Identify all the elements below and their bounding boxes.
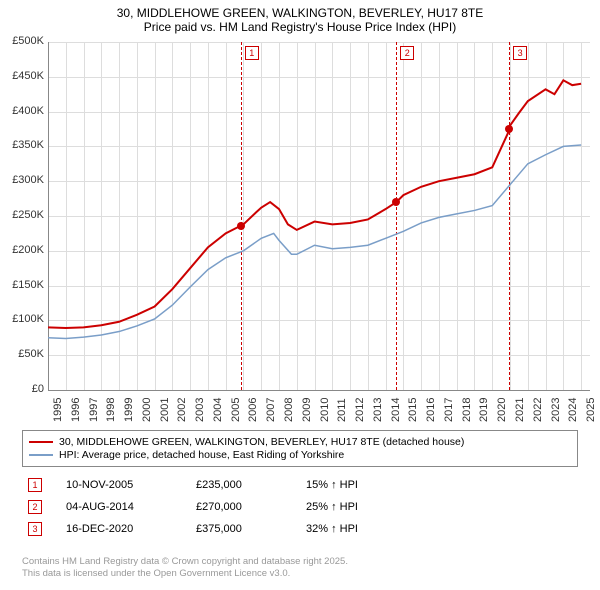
legend: 30, MIDDLEHOWE GREEN, WALKINGTON, BEVERL…: [22, 430, 578, 467]
legend-label: 30, MIDDLEHOWE GREEN, WALKINGTON, BEVERL…: [59, 436, 464, 448]
title-line-2: Price paid vs. HM Land Registry's House …: [0, 20, 600, 34]
x-tick-label: 2001: [159, 398, 171, 422]
sales-hpi: 15% ↑ HPI: [306, 479, 406, 491]
x-tick-label: 2007: [265, 398, 277, 422]
title-block: 30, MIDDLEHOWE GREEN, WALKINGTON, BEVERL…: [0, 0, 600, 36]
sales-table: 1 10-NOV-2005£235,00015% ↑ HPI 2 04-AUG-201…: [28, 474, 406, 540]
x-tick-label: 1995: [52, 398, 64, 422]
title-line-1: 30, MIDDLEHOWE GREEN, WALKINGTON, BEVERL…: [0, 6, 600, 20]
plot-area: £0£50K£100K£150K£200K£250K£300K£350K£400…: [48, 42, 590, 390]
x-tick-label: 2019: [478, 398, 490, 422]
x-tick-label: 2024: [567, 398, 579, 422]
x-tick-label: 1996: [70, 398, 82, 422]
sales-price: £235,000: [196, 479, 306, 491]
x-tick-label: 2010: [319, 398, 331, 422]
sales-price: £375,000: [196, 523, 306, 535]
sales-price: £270,000: [196, 501, 306, 513]
x-tick-label: 2008: [283, 398, 295, 422]
x-tick-label: 2021: [514, 398, 526, 422]
y-tick-label: £100K: [2, 313, 44, 325]
legend-row: 30, MIDDLEHOWE GREEN, WALKINGTON, BEVERL…: [29, 436, 571, 448]
x-tick-label: 2016: [425, 398, 437, 422]
y-tick-label: £400K: [2, 105, 44, 117]
footer-line-1: Contains HM Land Registry data © Crown c…: [22, 556, 348, 568]
series-hpi: [48, 145, 581, 338]
legend-swatch: [29, 441, 53, 443]
y-tick-label: £500K: [2, 35, 44, 47]
line-series-svg: [48, 42, 590, 390]
x-tick-label: 1999: [123, 398, 135, 422]
x-tick-label: 2014: [390, 398, 402, 422]
y-tick-label: £50K: [2, 348, 44, 360]
sales-date: 04-AUG-2014: [66, 501, 196, 513]
legend-label: HPI: Average price, detached house, East…: [59, 449, 344, 461]
x-tick-label: 2013: [372, 398, 384, 422]
y-tick-label: £250K: [2, 209, 44, 221]
y-tick-label: £150K: [2, 279, 44, 291]
x-tick-label: 2003: [194, 398, 206, 422]
legend-swatch: [29, 454, 53, 456]
x-tick-label: 2006: [247, 398, 259, 422]
x-tick-label: 2022: [532, 398, 544, 422]
x-tick-label: 2009: [301, 398, 313, 422]
axis-line: [48, 390, 590, 391]
x-tick-label: 2017: [443, 398, 455, 422]
x-tick-label: 2002: [176, 398, 188, 422]
legend-row: HPI: Average price, detached house, East…: [29, 449, 571, 461]
x-tick-label: 2000: [141, 398, 153, 422]
x-tick-label: 2005: [230, 398, 242, 422]
x-tick-label: 2004: [212, 398, 224, 422]
series-property: [48, 80, 581, 328]
x-tick-label: 2012: [354, 398, 366, 422]
sales-date: 16-DEC-2020: [66, 523, 196, 535]
x-tick-label: 2011: [336, 398, 348, 422]
sales-hpi: 32% ↑ HPI: [306, 523, 406, 535]
attribution-footer: Contains HM Land Registry data © Crown c…: [22, 556, 348, 581]
y-tick-label: £450K: [2, 70, 44, 82]
x-tick-label: 1997: [88, 398, 100, 422]
sales-hpi: 25% ↑ HPI: [306, 501, 406, 513]
y-tick-label: £350K: [2, 139, 44, 151]
y-tick-label: £300K: [2, 174, 44, 186]
x-tick-label: 2020: [496, 398, 508, 422]
x-tick-label: 1998: [105, 398, 117, 422]
sales-row: 2 04-AUG-2014£270,00025% ↑ HPI: [28, 496, 406, 518]
y-tick-label: £0: [2, 383, 44, 395]
y-tick-label: £200K: [2, 244, 44, 256]
sales-badge: 3: [28, 522, 42, 536]
x-tick-label: 2018: [461, 398, 473, 422]
footer-line-2: This data is licensed under the Open Gov…: [22, 568, 348, 580]
x-tick-label: 2023: [550, 398, 562, 422]
x-tick-label: 2025: [585, 398, 597, 422]
chart-container: 30, MIDDLEHOWE GREEN, WALKINGTON, BEVERL…: [0, 0, 600, 590]
x-tick-label: 2015: [407, 398, 419, 422]
sales-row: 1 10-NOV-2005£235,00015% ↑ HPI: [28, 474, 406, 496]
sales-badge: 1: [28, 478, 42, 492]
sales-badge: 2: [28, 500, 42, 514]
sales-date: 10-NOV-2005: [66, 479, 196, 491]
sales-row: 3 16-DEC-2020£375,00032% ↑ HPI: [28, 518, 406, 540]
